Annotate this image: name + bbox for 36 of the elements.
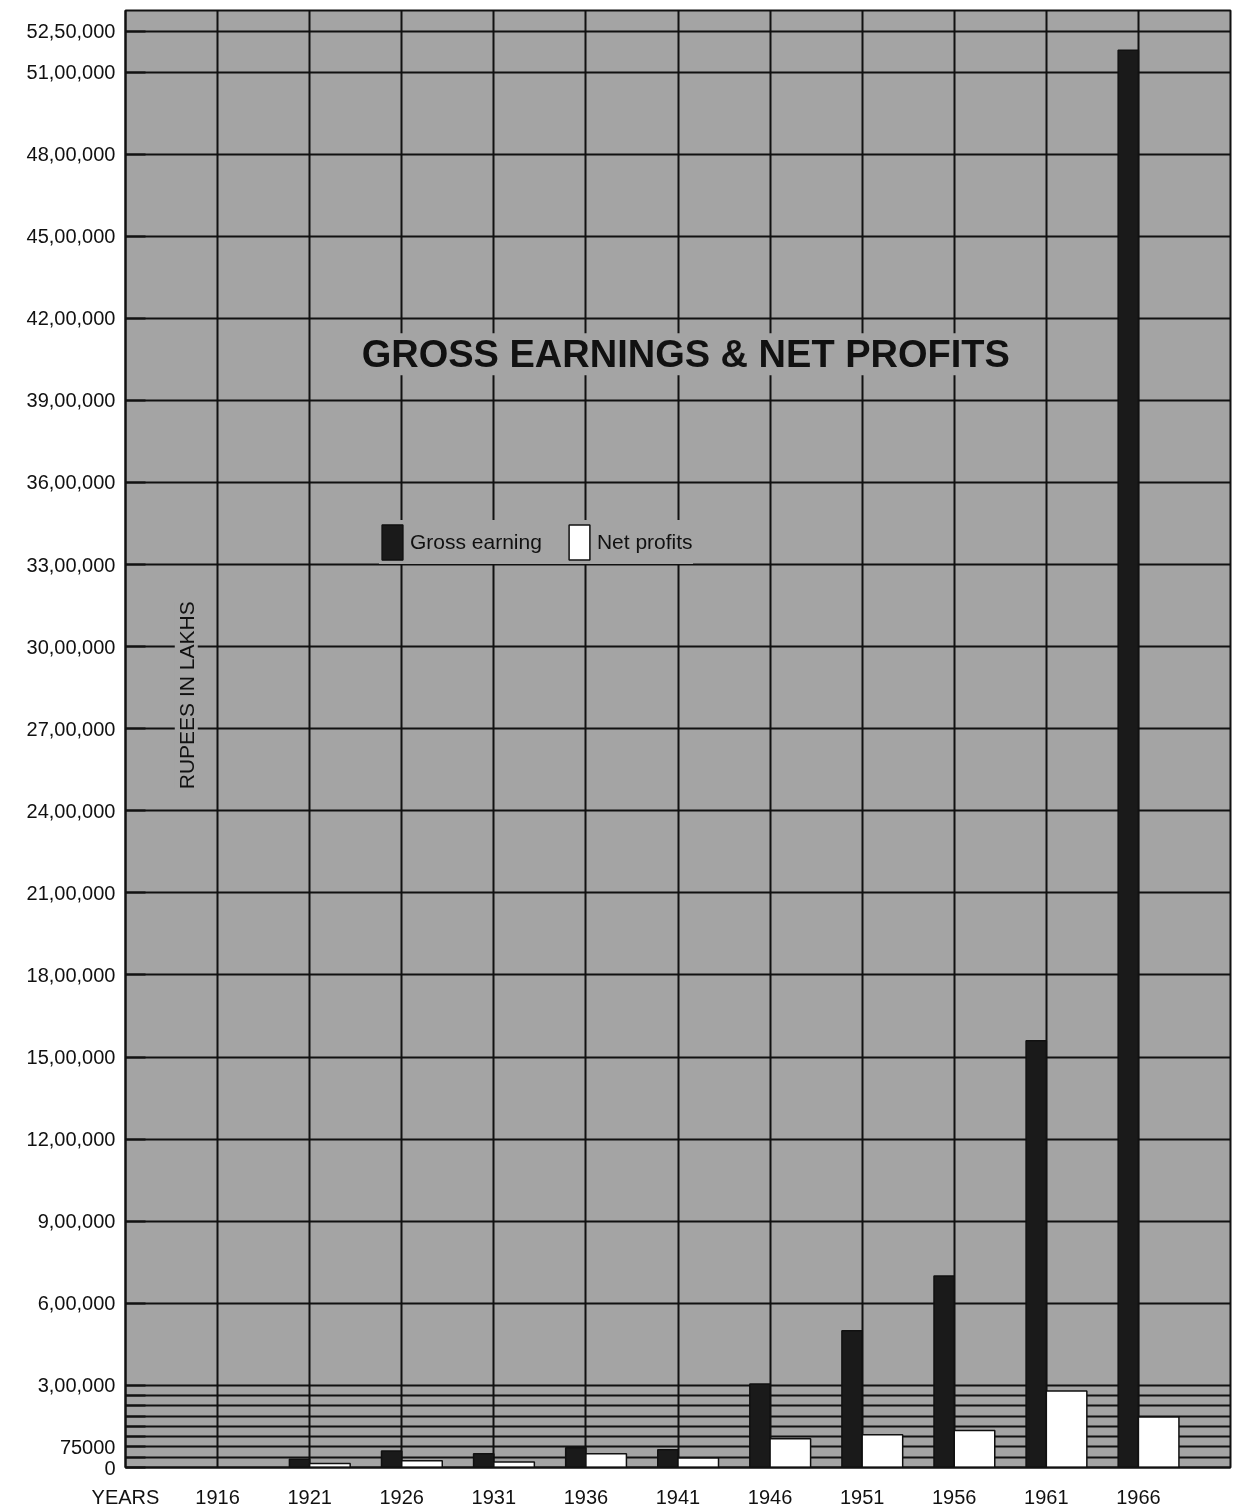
y-tick-label: 0 (104, 1456, 116, 1479)
x-tick-label: 1936 (563, 1485, 609, 1508)
y-tick-label: 6,00,000 (37, 1292, 116, 1315)
y-tick-label: 30,00,000 (26, 635, 116, 658)
y-tick-label: 36,00,000 (26, 471, 116, 494)
y-tick-label: 52,50,000 (26, 20, 116, 43)
x-tick-label: 1956 (932, 1485, 977, 1508)
y-tick-label: 48,00,000 (26, 143, 116, 166)
y-tick-label: 51,00,000 (26, 61, 116, 84)
x-tick-label: 1926 (379, 1485, 424, 1508)
x-tick-label: 1941 (655, 1485, 701, 1508)
x-tick-label: 1946 (747, 1485, 793, 1508)
y-tick-label: 45,00,000 (26, 225, 116, 248)
y-tick-label: 75000 (59, 1435, 116, 1458)
y-tick-label: 21,00,000 (26, 881, 116, 904)
legend-label: Net profits (596, 530, 693, 554)
y-tick-label: 24,00,000 (26, 799, 116, 822)
y-tick-label: 3,00,000 (37, 1374, 116, 1397)
x-tick-label: 1961 (1024, 1485, 1069, 1508)
y-tick-label: 18,00,000 (26, 963, 116, 986)
y-tick-label: 33,00,000 (26, 553, 116, 576)
y-tick-label: 15,00,000 (26, 1046, 116, 1069)
y-tick-label: 9,00,000 (37, 1210, 116, 1233)
y-axis-title: RUPEES IN LAKHS (174, 601, 198, 790)
y-tick-label: 27,00,000 (26, 717, 116, 740)
x-tick-label: 1921 (287, 1485, 332, 1508)
x-axis-title: YEARS (91, 1485, 160, 1508)
y-tick-label: 12,00,000 (26, 1128, 116, 1151)
x-tick-label: 1951 (839, 1485, 885, 1508)
text: GROSS EARNINGS & NET PROFITS (361, 333, 1010, 376)
x-tick-label: 1966 (1116, 1485, 1161, 1508)
x-tick-label: 1931 (471, 1485, 517, 1508)
y-tick-label: 39,00,000 (26, 389, 116, 412)
y-tick-label: 42,00,000 (26, 307, 116, 330)
x-tick-label: 1916 (195, 1485, 240, 1508)
legend-label: Gross earning (410, 530, 542, 554)
